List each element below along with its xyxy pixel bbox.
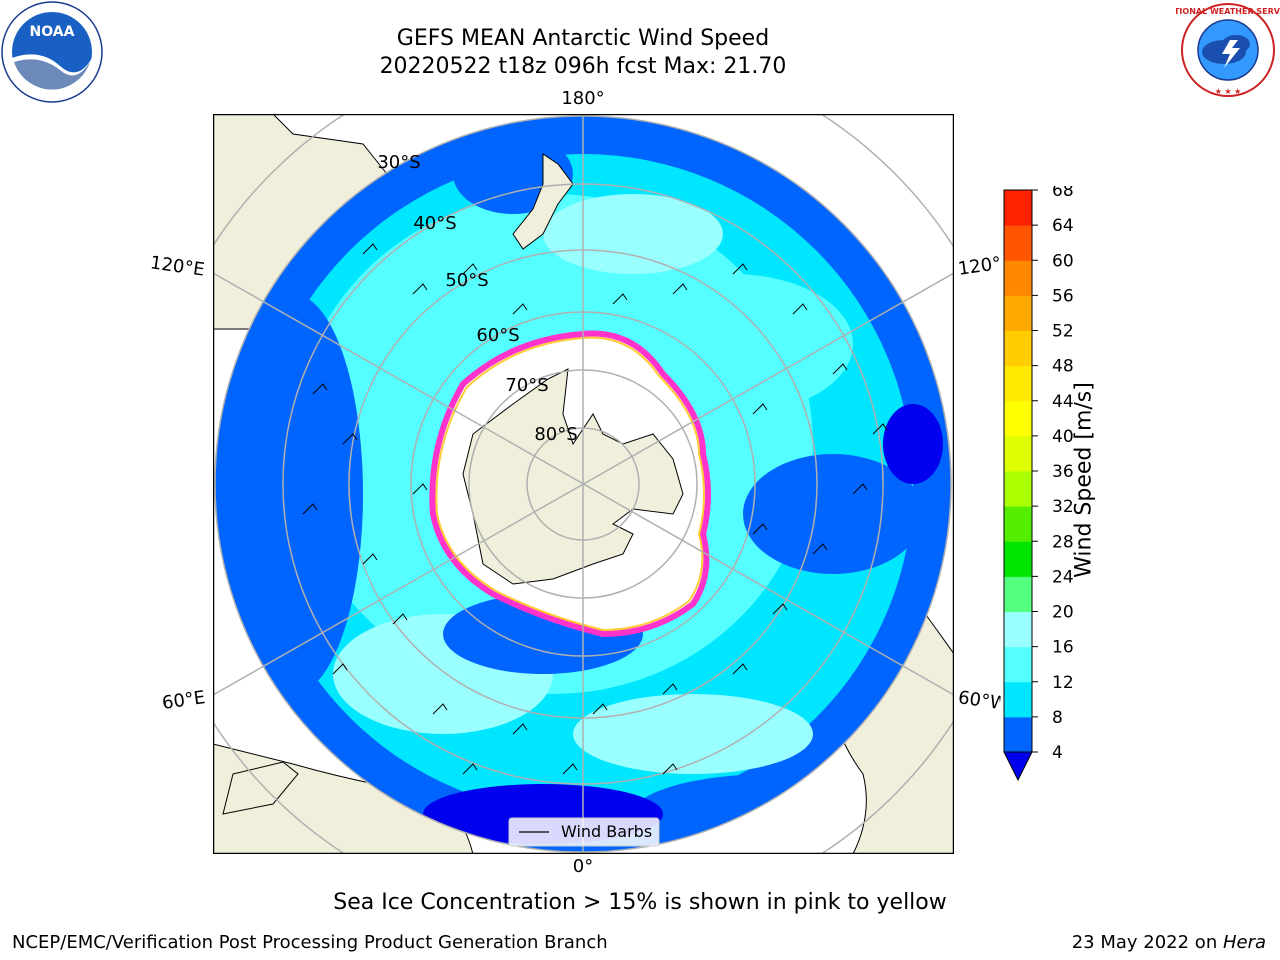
chart-title: GEFS MEAN Antarctic Wind Speed	[396, 26, 770, 51]
colorbar-swatch	[1004, 400, 1032, 437]
colorbar-tick-label: 56	[1052, 286, 1074, 306]
colorbar-swatch	[1004, 541, 1032, 577]
colorbar-title: Wind Speed [m/s]	[1071, 382, 1097, 578]
colorbar-tick-label: 8	[1052, 708, 1063, 728]
colorbar-swatch	[1004, 576, 1032, 612]
colorbar-tick-label: 52	[1052, 322, 1074, 342]
colorbar-tick-label: 68	[1052, 186, 1074, 201]
footer-credit: NCEP/EMC/Verification Post Processing Pr…	[12, 932, 608, 953]
colorbar-swatch	[1004, 506, 1032, 542]
noaa-logo: NOAA	[1, 1, 103, 103]
nws-logo: NATIONAL WEATHER SERVICE ★ ★ ★	[1176, 3, 1280, 97]
graticule	[213, 114, 954, 854]
colorbar-tick-label: 44	[1052, 392, 1074, 412]
lon-label-60w: 60°W	[956, 687, 1002, 714]
wind-barbs	[302, 243, 888, 775]
colorbar-tick-label: 16	[1052, 638, 1074, 658]
colorbar-swatch	[1004, 646, 1032, 683]
lon-label-180: 180°	[561, 88, 605, 109]
colorbar-tick-label: 48	[1052, 357, 1074, 377]
lon-label-120w: 120°W	[956, 253, 1002, 280]
colorbar-tick-label: 32	[1052, 497, 1074, 517]
lat-label-50s: 50°S	[445, 270, 488, 291]
map-border	[213, 114, 954, 854]
svg-text:★ ★ ★: ★ ★ ★	[1215, 87, 1242, 96]
colorbar-under-arrow	[1003, 751, 1033, 782]
footer-date: 23 May 2022 on Hera	[1072, 932, 1266, 953]
colorbar-swatch	[1004, 190, 1032, 226]
colorbar-tick-label: 64	[1052, 216, 1074, 236]
lat-label-30s: 30°S	[377, 152, 420, 173]
colorbar-tick-label: 28	[1052, 532, 1074, 552]
wind-barbs-legend: Wind Barbs	[508, 817, 660, 847]
colorbar-swatch	[1004, 611, 1032, 648]
lat-label-40s: 40°S	[413, 213, 456, 234]
lon-label-0: 0°	[572, 856, 594, 877]
colorbar-tick-label: 12	[1052, 673, 1074, 693]
colorbar-tick-label: 36	[1052, 462, 1074, 482]
colorbar-swatch	[1004, 681, 1032, 718]
colorbar-tick-label: 4	[1052, 743, 1063, 763]
chart-subtitle: 20220522 t18z 096h fcst Max: 21.70	[379, 54, 787, 79]
lat-label-80s: 80°S	[534, 424, 577, 445]
madagascar-land	[222, 761, 299, 815]
polar-map: 30°S 40°S 50°S 60°S 70°S 80°S Wind Barbs	[213, 114, 954, 854]
footer-host: Hera	[1222, 932, 1266, 953]
colorbar-swatch	[1004, 225, 1032, 261]
colorbar-swatch	[1004, 365, 1032, 402]
colorbar-tick-label: 60	[1052, 251, 1074, 271]
colorbar-tick-label: 20	[1052, 603, 1074, 623]
colorbar-tick-label: 24	[1052, 567, 1074, 587]
lat-label-70s: 70°S	[505, 375, 548, 396]
colorbar-tick-label: 40	[1052, 427, 1074, 447]
colorbar-swatch	[1004, 716, 1032, 753]
footer-date-text: 23 May 2022 on	[1071, 932, 1223, 953]
legend-label: Wind Barbs	[561, 822, 652, 841]
lat-label-60s: 60°S	[476, 325, 519, 346]
caption: Sea Ice Concentration > 15% is shown in …	[333, 890, 947, 915]
colorbar-swatch	[1004, 330, 1032, 367]
new-zealand-land	[512, 153, 574, 250]
colorbar-swatch	[1004, 471, 1032, 507]
lon-label-60e: 60°E	[160, 687, 207, 714]
colorbar-swatch	[1004, 260, 1032, 296]
lon-label-120e: 120°E	[148, 252, 206, 281]
nws-logo-text: NATIONAL WEATHER SERVICE	[1176, 7, 1280, 16]
colorbar-swatch	[1004, 295, 1032, 331]
noaa-logo-text: NOAA	[30, 24, 75, 40]
colorbar-swatch	[1004, 435, 1032, 472]
